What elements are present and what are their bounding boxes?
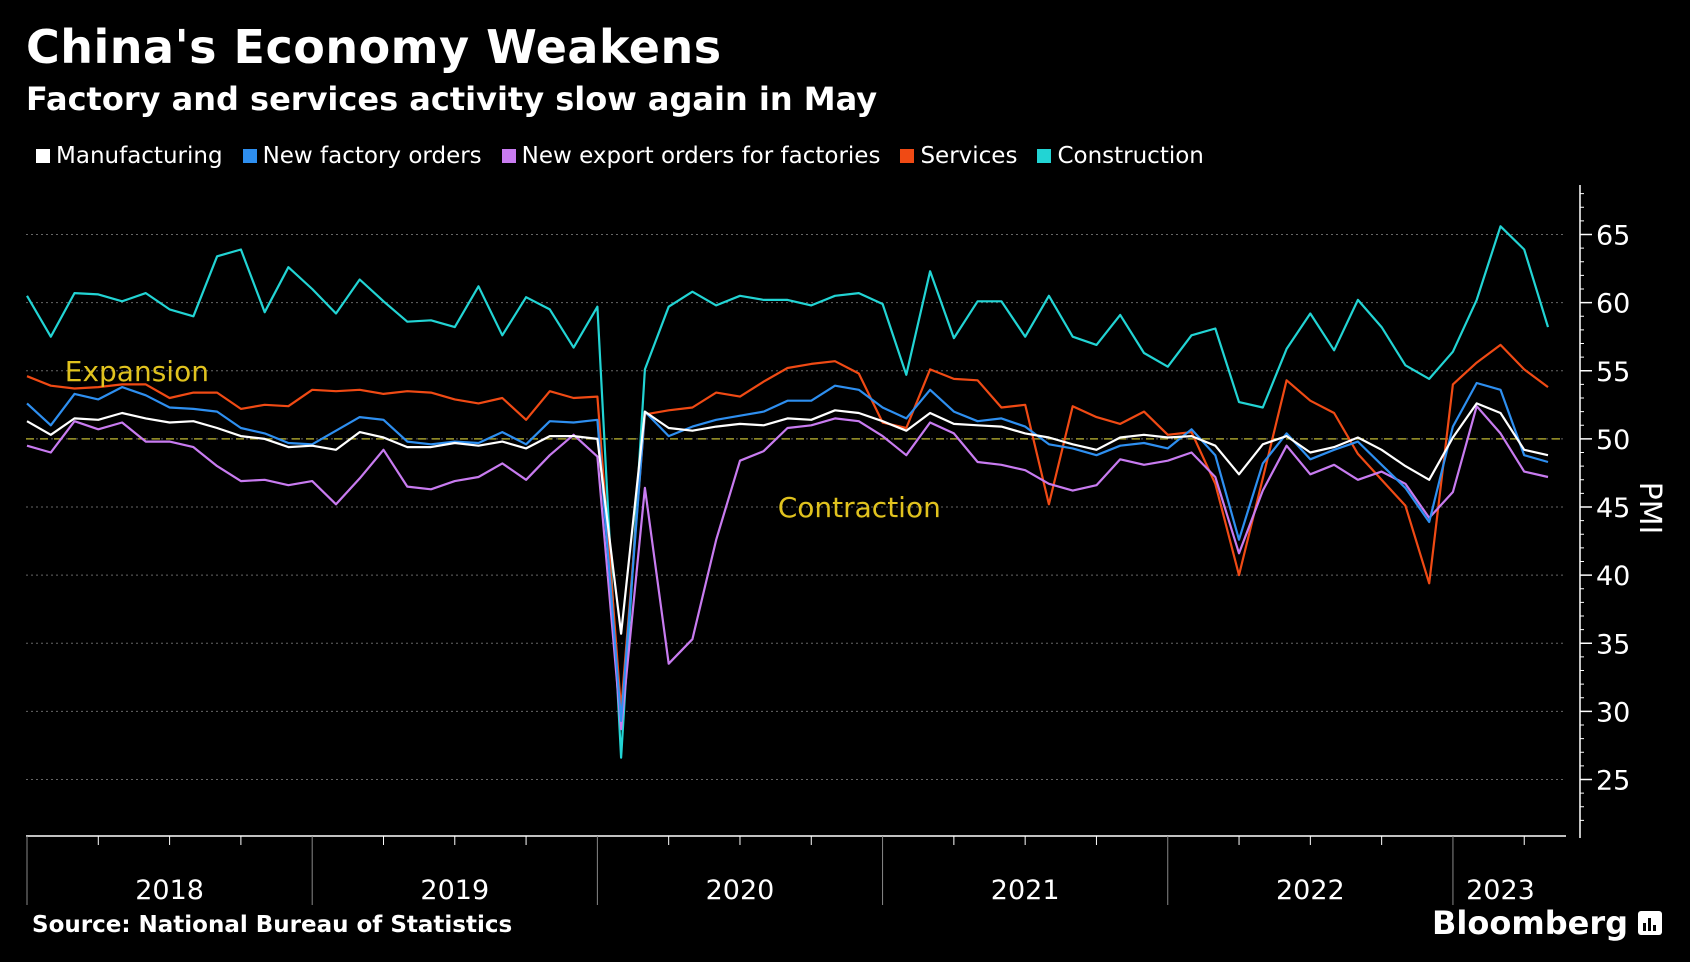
y-axis-label: PMI	[1632, 482, 1667, 535]
legend: Manufacturing New factory orders New expor…	[36, 143, 1204, 169]
series-line-new-factory-orders	[26, 381, 1549, 723]
legend-swatch	[242, 149, 257, 163]
legend-label: New export orders for factories	[521, 143, 881, 169]
legend-item-services: Services	[900, 143, 1017, 169]
legend-swatch	[900, 149, 915, 163]
y-tick-label-30: 30	[1596, 697, 1630, 728]
chart-subtitle: Factory and services activity slow again…	[26, 80, 878, 118]
series-line-new-export-orders-for-factories	[26, 405, 1549, 731]
chart-title: China's Economy Weakens	[26, 20, 722, 74]
x-year-label-2020: 2020	[706, 875, 775, 906]
x-year-label-2019: 2019	[420, 875, 489, 906]
x-year-label-2022: 2022	[1276, 875, 1345, 906]
brand: Bloomberg	[1432, 904, 1662, 942]
legend-item-new-export-orders-for-factories: New export orders for factories	[501, 143, 881, 169]
y-tick-label-45: 45	[1596, 493, 1630, 524]
legend-item-construction: Construction	[1037, 143, 1204, 169]
legend-swatch	[501, 149, 516, 163]
source-note: Source: National Bureau of Statistics	[32, 912, 513, 938]
series-line-manufacturing	[26, 402, 1549, 635]
legend-label: New factory orders	[262, 143, 482, 169]
y-tick-label-55: 55	[1596, 357, 1630, 388]
legend-item-manufacturing: Manufacturing	[36, 143, 223, 169]
x-year-label-2023: 2023	[1466, 875, 1535, 906]
y-tick-label-65: 65	[1596, 221, 1630, 252]
legend-label: Construction	[1057, 143, 1204, 169]
x-year-label-2018: 2018	[135, 875, 204, 906]
annotation-expansion: Expansion	[65, 355, 209, 388]
y-tick-label-40: 40	[1596, 561, 1630, 592]
bloomberg-chart-icon	[1638, 911, 1662, 935]
series-line-construction	[26, 225, 1550, 759]
legend-item-new-factory-orders: New factory orders	[242, 143, 482, 169]
y-tick-label-25: 25	[1596, 766, 1630, 797]
y-tick-label-60: 60	[1596, 289, 1630, 320]
legend-swatch	[1037, 149, 1052, 163]
legend-label: Manufacturing	[56, 143, 223, 169]
series-line-services	[26, 343, 1549, 712]
y-tick-label-35: 35	[1596, 629, 1630, 660]
x-year-label-2021: 2021	[991, 875, 1060, 906]
annotation-contraction: Contraction	[778, 491, 941, 524]
legend-swatch	[36, 149, 50, 163]
legend-label: Services	[920, 143, 1018, 169]
brand-name: Bloomberg	[1432, 904, 1628, 942]
y-tick-label-50: 50	[1596, 425, 1630, 456]
